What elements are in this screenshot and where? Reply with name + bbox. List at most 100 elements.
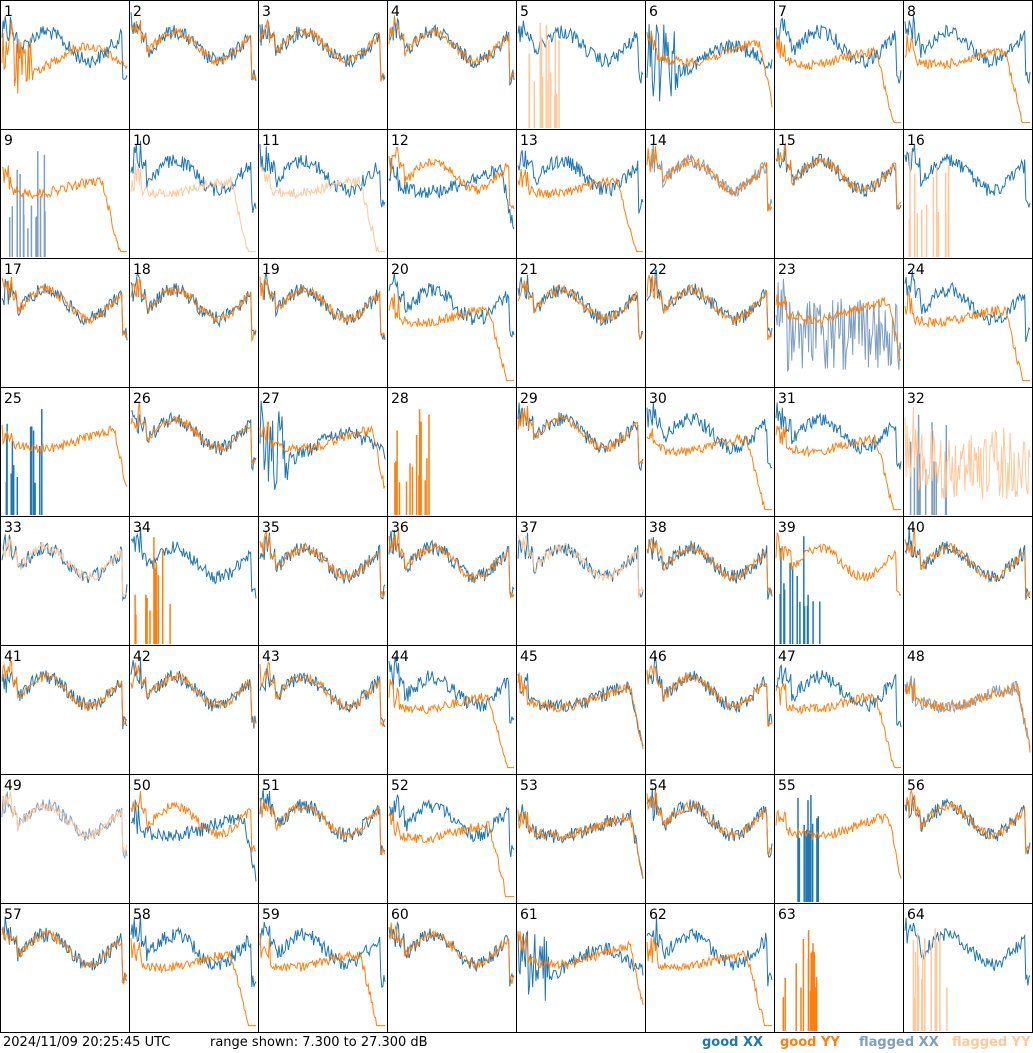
panel-16-xx-series bbox=[904, 143, 1031, 208]
panel-frame-19 bbox=[258, 258, 388, 388]
panel-label-48: 48 bbox=[907, 649, 925, 665]
panel-35-yy-series bbox=[259, 530, 386, 598]
panel-49-yy-series bbox=[1, 791, 128, 855]
panel-64-xx-series bbox=[904, 917, 1031, 986]
panel-7-yy-series bbox=[775, 34, 901, 124]
panel-frame-49 bbox=[0, 774, 130, 904]
panel-label-44: 44 bbox=[391, 649, 409, 665]
panel-frame-8 bbox=[903, 0, 1033, 130]
panel-26-yy-series bbox=[130, 401, 257, 465]
panel-label-1: 1 bbox=[4, 4, 13, 20]
panel-label-17: 17 bbox=[4, 262, 22, 278]
panel-frame-25 bbox=[0, 387, 130, 517]
panel-48-xx-series bbox=[904, 675, 1031, 748]
panel-12-xx-series bbox=[388, 157, 515, 230]
panel-label-26: 26 bbox=[133, 391, 151, 407]
panel-label-47: 47 bbox=[778, 649, 796, 665]
panel-29-xx-series bbox=[517, 402, 644, 472]
panel-20-yy-series bbox=[388, 293, 514, 382]
panel-11-xx-series bbox=[259, 143, 386, 208]
panel-frame-52 bbox=[387, 774, 517, 904]
panel-label-51: 51 bbox=[262, 778, 280, 794]
panel-40-yy-series bbox=[904, 529, 1031, 599]
panel-frame-57 bbox=[0, 903, 130, 1033]
panel-label-42: 42 bbox=[133, 649, 151, 665]
panel-14-yy-series bbox=[646, 146, 773, 212]
panel-54-xx-series bbox=[646, 787, 773, 858]
panel-label-52: 52 bbox=[391, 778, 409, 794]
panel-17-yy-series bbox=[1, 276, 128, 338]
panel-label-34: 34 bbox=[133, 520, 151, 536]
panel-21-xx-series bbox=[517, 274, 644, 340]
panel-label-3: 3 bbox=[262, 4, 271, 20]
panel-16-yy-series bbox=[908, 152, 950, 257]
footer: 2024/11/09 20:25:45 UTC range shown: 7.3… bbox=[0, 1033, 1033, 1053]
panel-label-6: 6 bbox=[649, 4, 658, 20]
panel-19-yy-series bbox=[259, 276, 386, 338]
panel-frame-45 bbox=[516, 645, 646, 775]
panel-20-xx-series bbox=[388, 273, 515, 338]
panel-label-10: 10 bbox=[133, 133, 151, 149]
panel-38-yy-series bbox=[646, 537, 773, 595]
panel-27-yy-series bbox=[259, 421, 386, 489]
panel-12-yy-series bbox=[388, 146, 515, 210]
panel-9-yy-series bbox=[1, 165, 127, 253]
panel-label-4: 4 bbox=[391, 4, 400, 20]
panel-frame-42 bbox=[129, 645, 259, 775]
panel-44-yy-series bbox=[388, 679, 514, 769]
panel-label-64: 64 bbox=[907, 907, 925, 923]
panel-55-xx-series bbox=[797, 795, 820, 902]
panel-48-yy-series bbox=[904, 680, 1031, 753]
panel-11-yy-series bbox=[259, 166, 385, 253]
panel-label-43: 43 bbox=[262, 649, 280, 665]
panel-50-yy-series bbox=[130, 791, 256, 853]
panel-label-33: 33 bbox=[4, 520, 22, 536]
panel-53-yy-series bbox=[517, 809, 644, 878]
panel-39-xx-series bbox=[779, 536, 821, 644]
panel-label-60: 60 bbox=[391, 907, 409, 923]
panel-frame-6 bbox=[645, 0, 775, 130]
panel-8-xx-series bbox=[904, 15, 1031, 85]
panel-label-38: 38 bbox=[649, 520, 667, 536]
panel-label-24: 24 bbox=[907, 262, 925, 278]
panel-label-16: 16 bbox=[907, 133, 925, 149]
panel-23-yy-series bbox=[775, 294, 902, 361]
panel-label-18: 18 bbox=[133, 262, 151, 278]
panel-label-63: 63 bbox=[778, 907, 796, 923]
panel-label-41: 41 bbox=[4, 649, 22, 665]
panel-label-30: 30 bbox=[649, 391, 667, 407]
panel-label-5: 5 bbox=[520, 4, 529, 20]
panel-frame-61 bbox=[516, 903, 646, 1033]
panel-frame-3 bbox=[258, 0, 388, 130]
panel-10-yy-series bbox=[130, 163, 256, 253]
panel-43-yy-series bbox=[259, 661, 386, 728]
panel-frame-13 bbox=[516, 129, 646, 259]
panel-9-xx-series bbox=[8, 151, 46, 257]
panel-61-xx-series bbox=[517, 930, 644, 1001]
panel-label-9: 9 bbox=[4, 133, 13, 149]
panel-label-62: 62 bbox=[649, 907, 667, 923]
legend-good-xx: good XX bbox=[702, 1035, 764, 1050]
panel-1-yy-series bbox=[1, 20, 128, 94]
panel-57-yy-series bbox=[1, 926, 128, 986]
panel-label-59: 59 bbox=[262, 907, 280, 923]
panel-61-yy-series bbox=[517, 930, 644, 1006]
panel-frame-15 bbox=[774, 129, 904, 259]
panel-51-yy-series bbox=[259, 798, 386, 857]
legend-flagged-yy: flagged YY bbox=[952, 1035, 1031, 1050]
panel-27-xx-series bbox=[259, 401, 386, 490]
panel-34-yy-series bbox=[134, 537, 171, 644]
panel-41-yy-series bbox=[1, 660, 128, 726]
range-shown: range shown: 7.300 to 27.300 dB bbox=[210, 1035, 428, 1050]
legend-flagged-xx: flagged XX bbox=[859, 1035, 939, 1050]
panel-64-yy-series bbox=[912, 928, 948, 1031]
panel-label-45: 45 bbox=[520, 649, 538, 665]
panel-30-xx-series bbox=[646, 401, 773, 469]
panel-frame-21 bbox=[516, 258, 646, 388]
panel-31-xx-series bbox=[775, 402, 902, 470]
panel-frame-62 bbox=[645, 903, 775, 1033]
panel-label-54: 54 bbox=[649, 778, 667, 794]
panel-42-yy-series bbox=[130, 662, 257, 727]
panel-frame-22 bbox=[645, 258, 775, 388]
